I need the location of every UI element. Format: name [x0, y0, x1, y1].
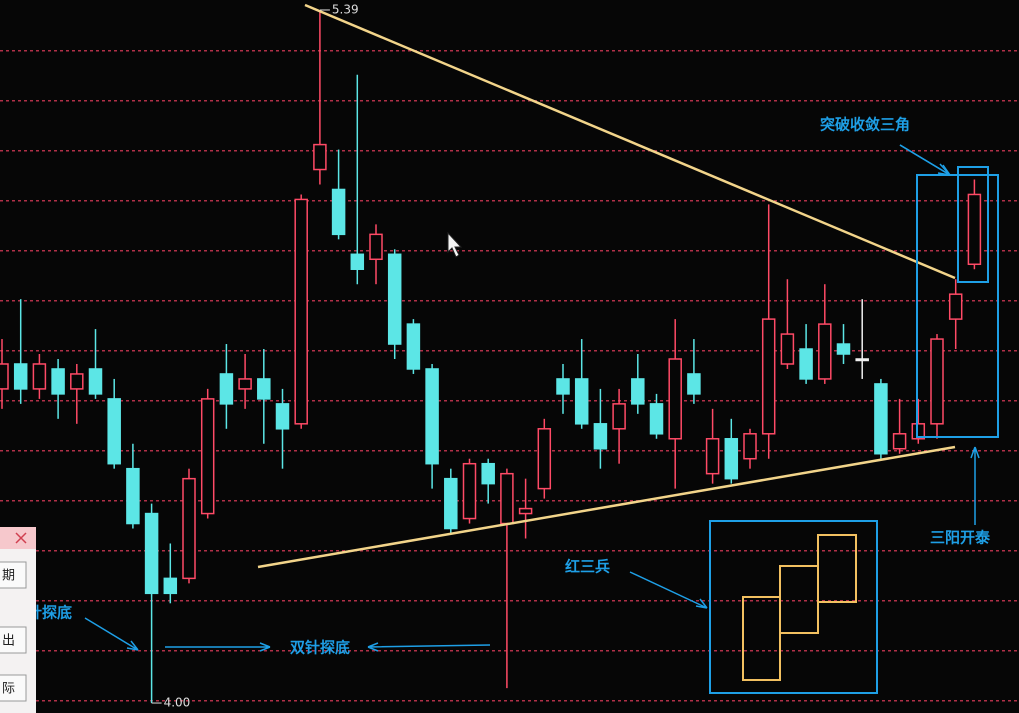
candle-body [836, 343, 851, 355]
close-icon[interactable] [15, 532, 27, 544]
annotation: 双针探底 [290, 639, 350, 657]
highlight-box [957, 166, 989, 283]
candle-body [13, 363, 28, 390]
candle-body [425, 368, 439, 465]
button-label: 期 [2, 569, 15, 584]
candle-body [219, 373, 234, 405]
candle-body [537, 428, 552, 490]
candle-body [294, 198, 308, 425]
candle-body [743, 433, 757, 460]
button[interactable] [0, 626, 27, 654]
candle-body [612, 403, 626, 430]
candle-body [387, 253, 402, 345]
candle-body [51, 368, 65, 395]
candle-body [724, 438, 739, 480]
candle-body [313, 143, 327, 171]
annotation: 突破收敛三角 [820, 116, 910, 134]
button[interactable] [0, 561, 27, 589]
inset-box [709, 520, 878, 694]
candle-body [32, 363, 47, 390]
button[interactable] [0, 674, 27, 702]
inset-candle [817, 534, 857, 603]
candle-body [668, 358, 682, 440]
candle-body [761, 318, 776, 435]
candle-body [948, 293, 963, 320]
candle-body [593, 423, 608, 450]
candle-body [780, 333, 795, 365]
candle-body [70, 373, 84, 390]
candle-body [0, 363, 9, 390]
resistance-line [304, 3, 956, 280]
candle-body [930, 338, 944, 425]
candle-body [967, 193, 982, 266]
candle-body [462, 462, 477, 520]
support-line [257, 445, 956, 569]
candle-body [687, 373, 701, 395]
candle-body [556, 378, 570, 395]
candle-body [182, 477, 196, 580]
annotation: 三阳开泰 [930, 529, 991, 547]
candle-body [705, 438, 720, 475]
candle-body [88, 368, 103, 395]
candle-body [275, 403, 290, 430]
candle-body [144, 512, 159, 595]
cursor [447, 231, 463, 258]
candle-body [649, 403, 664, 435]
button-label: 际 [2, 682, 15, 697]
candle-body [444, 477, 458, 530]
candle-body [350, 253, 365, 270]
candle-body [892, 433, 907, 450]
candle-body [200, 398, 215, 515]
candle-body [369, 233, 383, 261]
candle-body [163, 577, 178, 595]
candle-body [500, 472, 514, 525]
side-panel: 期 出 际 [0, 527, 36, 713]
candle-body [631, 378, 645, 405]
candle-body [406, 323, 421, 370]
max-label: 5.39 [332, 2, 359, 16]
candle-body [481, 462, 495, 485]
grid [0, 48, 1019, 708]
candle-body [107, 398, 121, 465]
candle-body [331, 188, 346, 236]
candle-body [911, 423, 926, 440]
candle-body [518, 507, 533, 515]
annotation: 红三兵 [565, 558, 610, 576]
arrows [84, 144, 980, 652]
candle-body [818, 323, 832, 380]
panel-header [0, 527, 36, 549]
candle-body [874, 383, 888, 455]
button-label: 出 [2, 634, 15, 649]
candle-body [126, 467, 140, 525]
min-label: 4.00 [164, 696, 191, 710]
candle-body [855, 358, 869, 362]
candle-body [257, 378, 271, 400]
candle-body [238, 378, 252, 390]
inset-candle [742, 596, 781, 681]
candle-body [799, 348, 813, 380]
candle-body [574, 378, 589, 425]
